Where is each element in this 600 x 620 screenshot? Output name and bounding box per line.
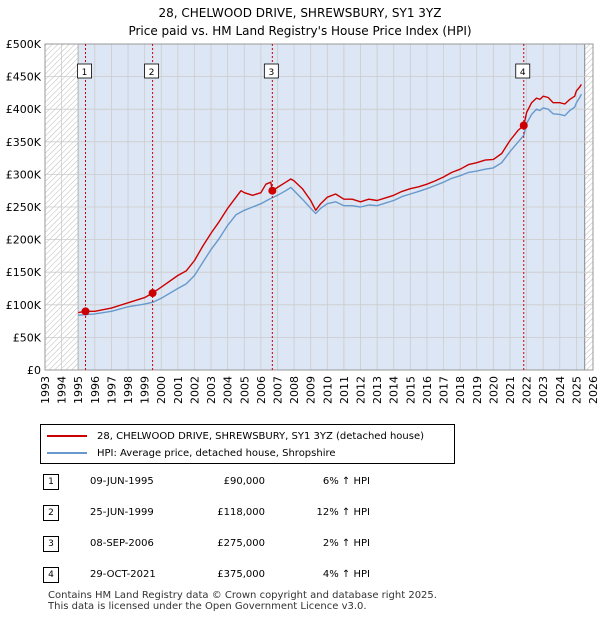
sale-row: 4 29-OCT-2021 £375,000 4% ↑ HPI	[0, 565, 600, 585]
x-tick-label: 1994	[56, 376, 69, 404]
x-tick-label: 2006	[255, 376, 268, 404]
sale-date: 25-JUN-1999	[90, 507, 154, 518]
sale-price: £118,000	[217, 507, 265, 518]
x-tick-label: 2005	[238, 376, 251, 404]
transaction-label: 1	[82, 68, 88, 78]
x-tick-label: 1998	[122, 376, 135, 404]
legend-swatch-property	[47, 435, 87, 437]
footer-attribution: Contains HM Land Registry data © Crown c…	[48, 590, 437, 612]
x-tick-label: 2010	[321, 376, 334, 404]
transaction-label: 3	[268, 68, 274, 78]
legend-swatch-hpi	[47, 452, 87, 454]
x-tick-label: 2026	[587, 376, 600, 404]
x-tick-label: 2018	[454, 376, 467, 404]
x-tick-label: 2021	[504, 376, 517, 404]
legend-item-property: 28, CHELWOOD DRIVE, SHREWSBURY, SY1 3YZ …	[47, 428, 424, 444]
sale-date: 29-OCT-2021	[90, 569, 156, 580]
x-tick-label: 2023	[537, 376, 550, 404]
x-tick-label: 2002	[188, 376, 201, 404]
transaction-label: 4	[520, 68, 526, 78]
sale-number-badge: 4	[43, 567, 59, 583]
footer-line-1: Contains HM Land Registry data © Crown c…	[48, 590, 437, 601]
sale-date: 09-JUN-1995	[90, 476, 154, 487]
sale-price: £375,000	[217, 569, 265, 580]
y-tick-label: £100K	[6, 299, 42, 312]
chart-title: 28, CHELWOOD DRIVE, SHREWSBURY, SY1 3YZ	[158, 6, 442, 20]
y-tick-label: £200K	[6, 234, 42, 247]
x-tick-label: 2004	[222, 376, 235, 404]
sale-row: 3 08-SEP-2006 £275,000 2% ↑ HPI	[0, 534, 600, 554]
x-tick-label: 2016	[421, 376, 434, 404]
x-tick-label: 1996	[89, 376, 102, 404]
sale-date: 08-SEP-2006	[90, 538, 154, 549]
property-price-line	[78, 84, 582, 314]
price-chart: 1 2 3 4 £0 £50K £100K £150K £200K £250K £300K £350…	[6, 38, 600, 404]
chart-subtitle: Price paid vs. HM Land Registry's House …	[128, 24, 472, 38]
sale-row: 1 09-JUN-1995 £90,000 6% ↑ HPI	[0, 472, 600, 492]
sale-number-badge: 3	[43, 536, 59, 552]
sale-number-badge: 2	[43, 505, 59, 521]
sale-hpi-change: 2% ↑ HPI	[322, 538, 370, 549]
y-tick-label: £350K	[6, 136, 42, 149]
y-tick-label: £500K	[6, 38, 42, 51]
legend-item-hpi: HPI: Average price, detached house, Shro…	[47, 445, 336, 461]
x-tick-label: 2008	[288, 376, 301, 404]
y-tick-label: £0	[27, 364, 41, 377]
y-tick-label: £400K	[6, 103, 42, 116]
y-tick-label: £450K	[6, 71, 42, 84]
sale-price: £90,000	[223, 476, 265, 487]
x-tick-label: 2013	[371, 376, 384, 404]
transaction-label-box	[263, 63, 279, 79]
x-tick-label: 2017	[438, 376, 451, 404]
x-tick-label: 2000	[155, 376, 168, 404]
sale-hpi-change: 4% ↑ HPI	[322, 569, 370, 580]
legend-label-property: 28, CHELWOOD DRIVE, SHREWSBURY, SY1 3YZ …	[97, 430, 425, 442]
x-tick-label: 2014	[388, 376, 401, 404]
sale-hpi-change: 12% ↑ HPI	[316, 507, 370, 518]
y-tick-label: £150K	[6, 266, 42, 279]
x-tick-label: 2019	[471, 376, 484, 404]
sale-point	[268, 186, 277, 195]
y-tick-label: £50K	[13, 331, 42, 344]
chart-legend: 28, CHELWOOD DRIVE, SHREWSBURY, SY1 3YZ …	[40, 424, 455, 464]
plot-border	[44, 43, 594, 371]
y-tick-label: £250K	[6, 201, 42, 214]
hpi-line	[78, 93, 583, 316]
footer-line-2: This data is licensed under the Open Gov…	[48, 601, 367, 612]
x-tick-label: 2007	[271, 376, 284, 404]
x-tick-label: 2022	[521, 376, 534, 404]
transaction-label-box	[144, 63, 160, 79]
sale-point	[519, 121, 528, 130]
x-tick-label: 2012	[355, 376, 368, 404]
x-tick-label: 2001	[172, 376, 185, 404]
x-tick-label: 2024	[554, 376, 567, 404]
legend-label-hpi: HPI: Average price, detached house, Shro…	[97, 447, 336, 459]
x-tick-label: 1999	[139, 376, 152, 404]
x-tick-label: 2011	[338, 376, 351, 404]
y-tick-label: £300K	[6, 168, 42, 181]
sale-hpi-change: 6% ↑ HPI	[322, 476, 370, 487]
transaction-label-box	[515, 63, 531, 79]
x-tick-label: 2015	[404, 376, 417, 404]
x-tick-label: 2025	[570, 376, 583, 404]
x-tick-label: 1993	[39, 376, 52, 404]
sale-point	[148, 289, 157, 298]
x-tick-label: 1997	[105, 376, 118, 404]
transaction-label-box	[77, 63, 92, 79]
x-tick-label: 1995	[72, 376, 85, 404]
x-tick-label: 2009	[305, 376, 318, 404]
x-tick-label: 2020	[487, 376, 500, 404]
transaction-label: 2	[149, 68, 155, 78]
sale-point	[81, 307, 90, 316]
x-tick-label: 2003	[205, 376, 218, 404]
sale-number-badge: 1	[43, 474, 59, 490]
sale-row: 2 25-JUN-1999 £118,000 12% ↑ HPI	[0, 503, 600, 523]
sale-price: £275,000	[217, 538, 265, 549]
